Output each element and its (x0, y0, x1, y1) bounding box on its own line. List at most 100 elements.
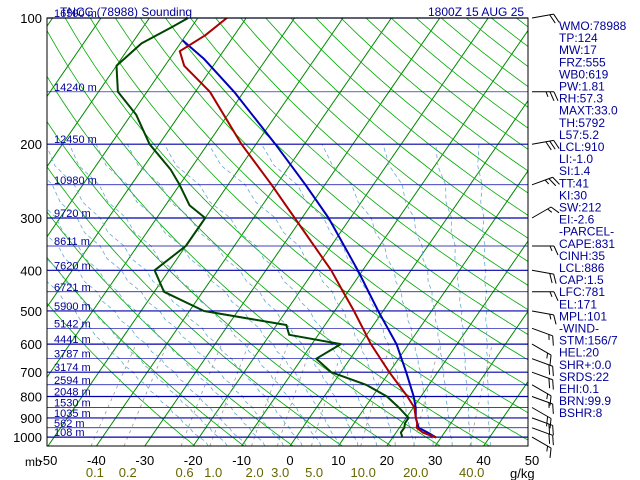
stability-index-text: LCL:910 (559, 140, 605, 154)
wind-barb-flag (549, 395, 552, 406)
wind-barb-half-flag (546, 393, 549, 400)
wind-barb-flag (549, 140, 556, 150)
mixing-ratio-tick-label: 3.0 (271, 465, 289, 480)
stability-index-text: CAP:1.5 (559, 273, 604, 287)
wind-barb-flag (553, 273, 557, 284)
dry-adiabat-line (114, 18, 528, 387)
stability-index-text: LCL:886 (559, 261, 605, 275)
moist-adiabat-line (47, 178, 284, 446)
wind-barb-flag (553, 13, 560, 23)
stability-index-text: KI:30 (559, 188, 587, 202)
wind-barb-half-flag (547, 208, 553, 213)
height-tick-label: 3174 m (54, 362, 91, 374)
dry-adiabat-line (47, 211, 294, 446)
stability-index-text: SHR+:0.0 (559, 358, 612, 372)
mixing-ratio-line (413, 343, 441, 446)
mixing-ratio-line (276, 343, 313, 446)
dry-adiabat-line (47, 29, 490, 446)
mixing-ratio-line (209, 343, 249, 446)
stability-index-text: PW:1.81 (559, 80, 605, 94)
moist-adiabat-line (208, 143, 396, 446)
stability-index-text: LI:-1.0 (559, 152, 593, 166)
wind-barb-half-flag (549, 245, 553, 252)
isotherm-line (289, 99, 528, 446)
pressure-tick-label: 600 (20, 337, 42, 352)
mixing-ratio-tick-label: 10.0 (351, 465, 376, 480)
wind-barb-staff (531, 436, 552, 449)
wind-barb-staff (531, 358, 553, 367)
wind-barb (531, 269, 557, 284)
wind-barb-flag (548, 433, 551, 444)
sounding-profiles (115, 18, 437, 439)
height-tick-label: 10980 m (54, 175, 97, 187)
wind-barb-half-flag (548, 334, 550, 340)
wind-barb-flag (552, 176, 560, 185)
stability-index-text: WB0:619 (559, 67, 609, 81)
dry-adiabat-line (290, 18, 528, 216)
wind-barb-flag (549, 91, 555, 102)
wind-barb-staff (531, 327, 553, 337)
wind-barb-flag (549, 418, 552, 429)
stability-index-text: HEL:20 (559, 346, 599, 360)
height-tick-label: 1530 m (54, 398, 91, 410)
height-tick-label: 3787 m (54, 349, 91, 361)
dry-adiabat-line (265, 18, 528, 239)
wind-barb-flag (545, 141, 552, 151)
valid-time: 1800Z 15 AUG 25 (428, 5, 524, 19)
height-tick-label: 14240 m (54, 82, 97, 94)
moist-adiabat-line (163, 144, 377, 446)
pressure-tick-label: 400 (20, 263, 42, 278)
wind-barb (531, 327, 554, 346)
isotherm-line (386, 240, 528, 446)
mixing-ratio-tick-label: 0.1 (86, 465, 104, 480)
isotherm-line (47, 18, 296, 379)
wind-barb-flag (548, 178, 557, 187)
dry-adiabat-line (240, 18, 528, 262)
wind-barb (531, 407, 552, 429)
isotherm-line (337, 170, 528, 446)
moist-adiabat-line (47, 258, 228, 446)
stability-index-text: SRDS:22 (559, 370, 609, 384)
stability-index-text: EI:-2.6 (559, 213, 595, 227)
temperature-tick-label: 10 (331, 453, 345, 468)
pressure-tick-label: 500 (20, 304, 42, 319)
stability-index-text: CAPE:831 (559, 237, 615, 251)
stability-index-text: MW:17 (559, 43, 597, 57)
temperature-tick-label: -40 (87, 453, 106, 468)
wind-barb-flag (549, 273, 553, 284)
height-tick-label: 16590 m (54, 8, 97, 20)
wind-barb-staff (531, 206, 552, 219)
stability-index-text: L57:5.2 (559, 128, 599, 142)
plot-frame (46, 17, 529, 447)
pressure-tick-label: 1000 (13, 430, 42, 445)
stability-index-text: TH:5792 (559, 116, 605, 130)
temperature-tick-label: 20 (380, 453, 394, 468)
temperature-profile-line (178, 18, 437, 439)
height-tick-label: 562 m (54, 418, 85, 430)
stability-index-text: RH:57.3 (559, 92, 603, 106)
wind-barb-half-flag (544, 179, 550, 185)
wind-barb-flag (553, 140, 560, 149)
height-tick-label: 108 m (54, 427, 85, 439)
temperature-tick-label: -50 (39, 453, 58, 468)
moist-adiabat-line (261, 143, 415, 446)
isotherm-line (47, 18, 247, 308)
moist-adiabat-line (47, 208, 266, 446)
stability-index-text: CINH:35 (559, 249, 605, 263)
isotherm-line (47, 18, 150, 168)
wind-barb-flag (552, 425, 554, 436)
wind-barb-flag (552, 379, 554, 390)
wind-barb (531, 176, 560, 187)
wind-barb-half-flag (548, 402, 550, 409)
height-tick-label: 7620 m (54, 260, 91, 272)
wind-barb-flag (552, 366, 554, 377)
pressure-tick-label: 800 (20, 390, 42, 405)
wind-barb (531, 396, 554, 414)
height-tick-label: 1035 m (54, 408, 91, 420)
background-grid (0, 18, 528, 446)
mixing-ratio-tick-label: 1.0 (204, 465, 222, 480)
wind-barb-flag (553, 291, 559, 302)
wind-barb-flag (552, 335, 554, 346)
isotherm-line (0, 18, 4, 446)
